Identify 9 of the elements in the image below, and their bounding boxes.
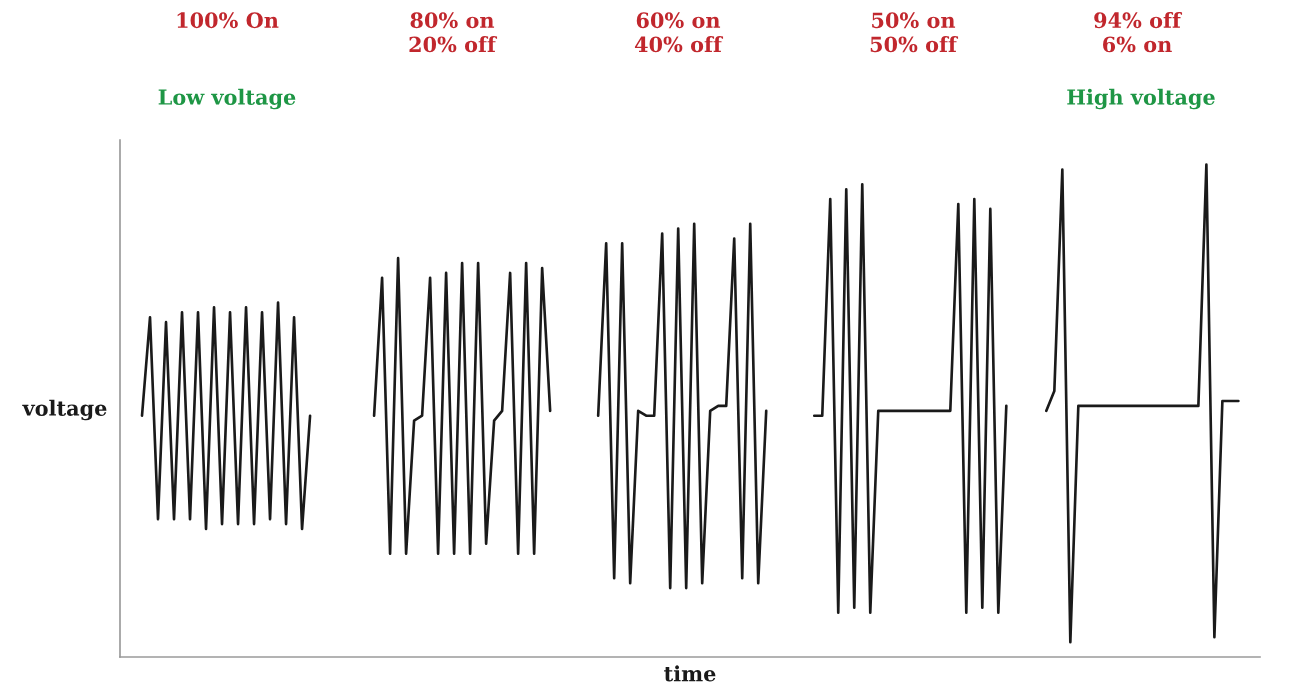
text: 60% on 40% off bbox=[634, 12, 724, 53]
text: 100% On bbox=[177, 12, 279, 29]
x-axis-title: time bbox=[664, 665, 716, 682]
text: High voltage bbox=[1067, 88, 1215, 110]
text: Low voltage bbox=[158, 88, 296, 110]
text: 80% on 20% off bbox=[409, 12, 498, 53]
text: 94% off 6% on bbox=[1094, 12, 1183, 53]
y-axis-title: voltage bbox=[22, 399, 107, 421]
text: 50% on 50% off bbox=[870, 12, 959, 53]
